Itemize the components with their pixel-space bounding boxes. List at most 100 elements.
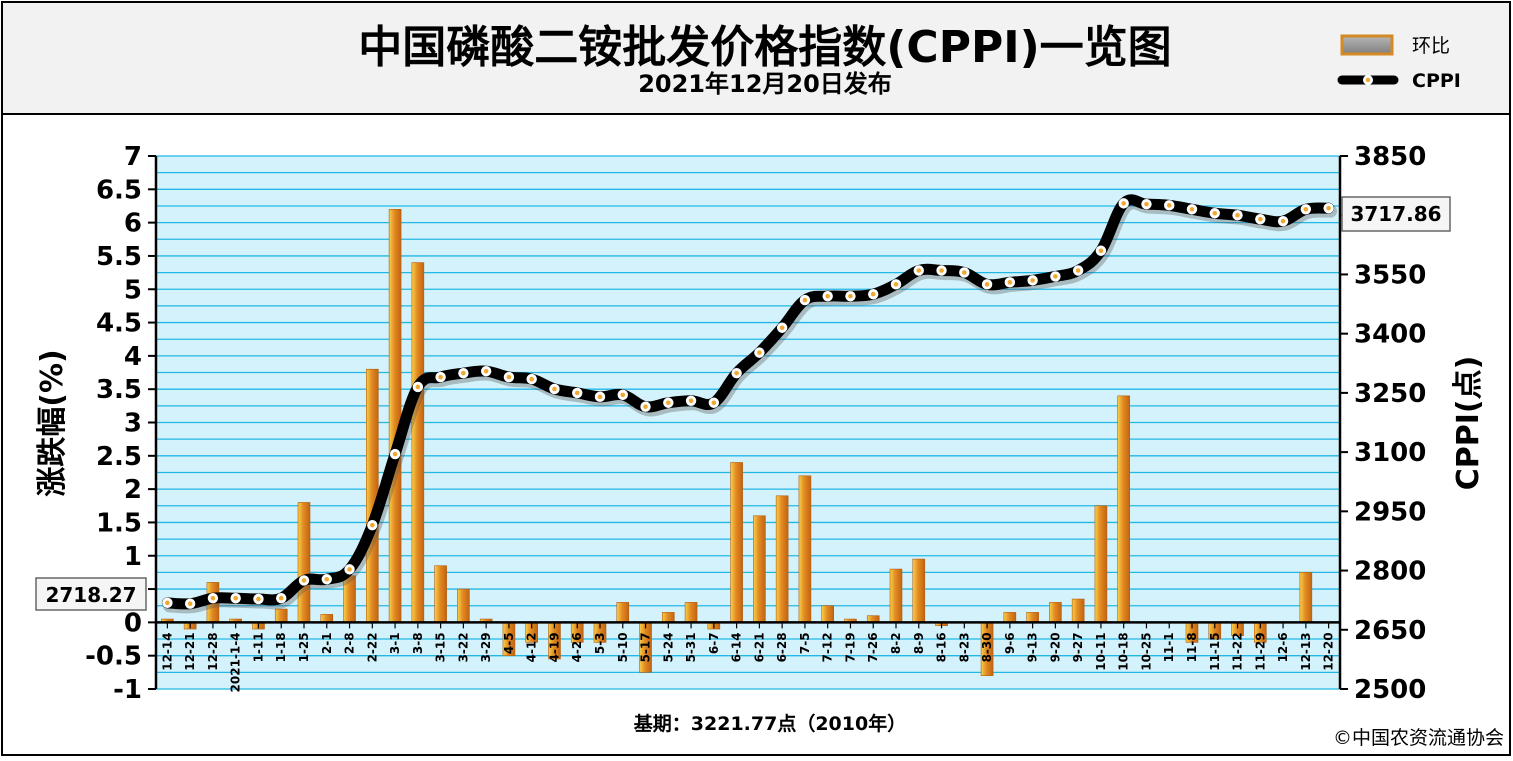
cppi-point-dot-5-24 [666, 400, 671, 406]
cppi-point-dot-9-6 [1007, 280, 1013, 285]
left-tick-label: 5.5 [96, 242, 142, 272]
cppi-point-dot-4-26 [574, 390, 580, 396]
x-tick-label: 8-9 [912, 632, 926, 654]
cppi-point-dot-5-17 [643, 404, 648, 410]
x-tick-label: 12-13 [1299, 632, 1313, 670]
x-tick-label: 5-24 [661, 632, 675, 662]
bar-6-28 [775, 495, 789, 623]
x-tick-label: 11-1 [1162, 632, 1176, 662]
cppi-point-dot-7-12 [825, 293, 830, 299]
copyright-note: ©中国农资流通协会 [1333, 727, 1504, 749]
x-tick-label: 2-22 [365, 632, 379, 662]
right-tick-label: 3250 [1354, 379, 1426, 409]
left-tick-label: 0 [124, 608, 142, 638]
last-value-text: 3717.86 [1350, 202, 1441, 226]
x-tick-label: 2-8 [343, 632, 357, 654]
x-tick-label: 12-6 [1276, 632, 1290, 662]
axes [148, 155, 1348, 690]
cppi-point-dot-5-10 [620, 392, 626, 398]
left-tick-label: 6 [124, 209, 142, 239]
x-tick-label: 10-18 [1117, 632, 1131, 670]
cppi-point-dot-9-20 [1053, 274, 1058, 279]
right-tick-label: 3100 [1354, 438, 1426, 468]
left-tick-label: 5 [124, 275, 142, 305]
x-tick-label: 3-22 [456, 632, 470, 662]
cppi-point-dot-6-28 [779, 325, 785, 331]
x-tick-label: 8-23 [957, 632, 971, 662]
x-tick-label: 12-20 [1322, 632, 1336, 670]
bar-3-22 [457, 588, 470, 623]
right-axis-title: CPPI(点) [1451, 356, 1486, 491]
x-tick-label: 6-7 [707, 632, 721, 654]
bar-5-31 [684, 602, 698, 623]
cppi-point-dot-2-8 [347, 567, 352, 572]
cppi-line-series [161, 194, 1338, 614]
cppi-point-dot-7-19 [848, 293, 853, 299]
x-tick-label: 7-26 [866, 632, 880, 662]
cppi-point-dot-8-30 [984, 282, 990, 287]
cppi-line [161, 194, 1335, 610]
x-tick-label: 9-20 [1048, 632, 1062, 662]
x-tick-label: 8-16 [935, 632, 949, 662]
cppi-point-dot-3-29 [483, 368, 489, 374]
cppi-point-dot-1-18 [278, 595, 284, 601]
cppi-point-dot-11-29 [1258, 216, 1263, 222]
bar-9-13 [1026, 612, 1039, 623]
first-value-box [35, 577, 147, 611]
bar-5-24 [662, 612, 675, 623]
left-tick-label: 1 [124, 542, 142, 572]
cppi-point-dot-4-19 [552, 386, 557, 392]
x-tick-label: 10-25 [1139, 632, 1153, 670]
cppi-point-dot-9-13 [1030, 278, 1035, 283]
x-tick-label: 9-13 [1026, 632, 1040, 662]
bar-6-14 [730, 462, 743, 623]
cppi-point-dot-4-5 [506, 374, 512, 380]
x-tick-label: 2-1 [320, 632, 334, 654]
x-tick-label: 7-5 [798, 632, 812, 654]
bar-8-2 [889, 568, 903, 623]
legend-line-label: CPPI [1412, 70, 1461, 92]
cppi-point-dot-11-15 [1212, 210, 1218, 216]
cppi-point-dot-12-21 [187, 601, 193, 607]
x-tick-label: 3-8 [411, 632, 425, 654]
right-tick-label: 2500 [1354, 675, 1426, 705]
cppi-point-dot-12-14 [165, 600, 170, 606]
x-tick-label: 5-31 [684, 632, 698, 662]
bar-10-18 [1117, 395, 1130, 623]
cppi-point-dot-12-28 [210, 595, 216, 601]
x-tick-label: 12-14 [160, 632, 174, 670]
chart-subtitle: 2021年12月20日发布 [638, 70, 892, 98]
cppi-point-dot-2-22 [370, 522, 375, 528]
bar-5-10 [616, 602, 630, 623]
bar-3-1 [388, 209, 402, 623]
cppi-point-dot-6-7 [711, 400, 717, 406]
x-tick-label: 12-21 [183, 632, 197, 670]
x-tick-label: 1-18 [274, 632, 288, 662]
cppi-point-dot-5-31 [688, 398, 694, 404]
bar-9-27 [1071, 598, 1085, 623]
cppi-point-dot-3-22 [461, 370, 466, 376]
cppi-point-dot-12-20 [1326, 205, 1331, 211]
last-value-callout: 3717.86 [1341, 196, 1451, 232]
bar-10-11 [1094, 505, 1108, 623]
left-tick-label: 3 [124, 409, 142, 439]
cppi-point-dot-3-1 [392, 451, 398, 457]
bar-7-12 [821, 605, 834, 623]
x-tick-label: 5-10 [616, 632, 630, 662]
right-tick-label: 2650 [1354, 616, 1426, 646]
header-panel [1, 1, 1511, 115]
x-tick-label: 7-19 [843, 632, 857, 662]
bar-3-15 [434, 565, 447, 623]
left-tick-label: 4.5 [96, 309, 142, 339]
x-tick-label: 3-15 [434, 632, 448, 662]
x-tick-label: 11-22 [1231, 632, 1245, 670]
cppi-point-dot-1-25 [301, 578, 307, 583]
cppi-point-dot-8-23 [962, 270, 967, 275]
bar-8-9 [912, 558, 926, 623]
cppi-point-dot-8-16 [939, 268, 944, 273]
left-axis-title: 涨跌幅(%) [35, 349, 70, 496]
x-tick-label: 5-17 [639, 632, 653, 662]
left-tick-label: 1.5 [96, 508, 142, 538]
x-tick-label: 1-25 [297, 632, 311, 662]
cppi-point-dot-3-15 [438, 374, 443, 380]
